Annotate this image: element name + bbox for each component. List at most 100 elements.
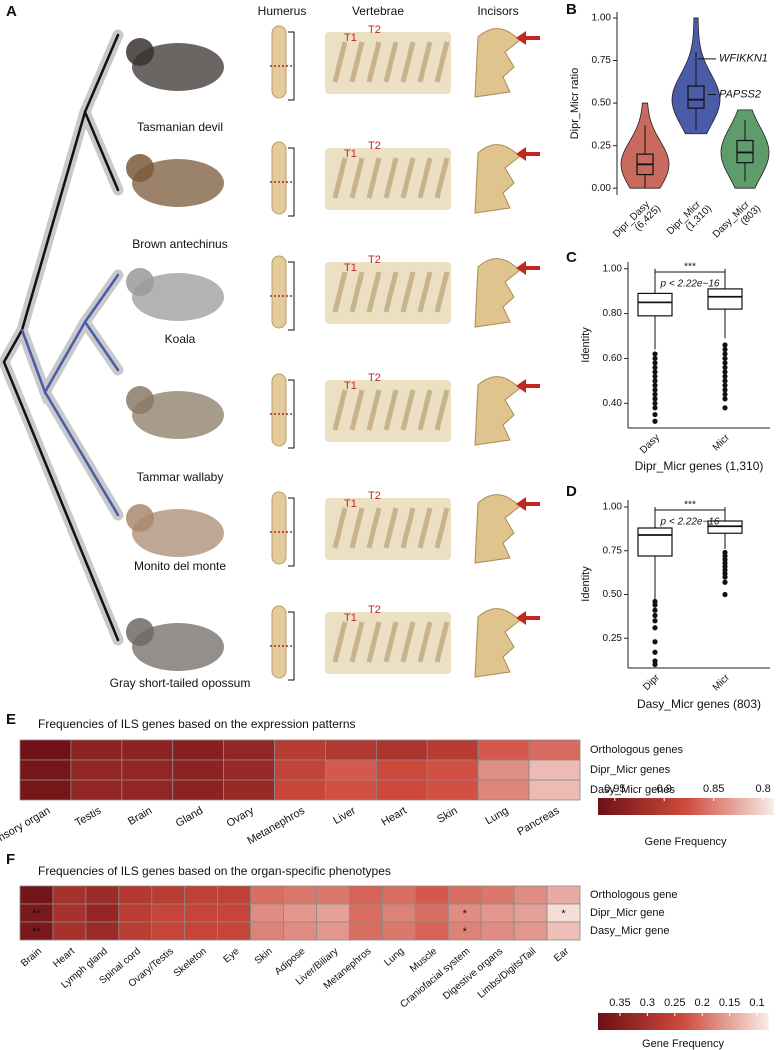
legend-gradient <box>646 1013 650 1030</box>
legend-title: Gene Frequency <box>642 1038 724 1050</box>
heat-cell <box>513 885 548 905</box>
legend-gradient <box>612 1013 616 1030</box>
legend-gradient <box>630 798 634 815</box>
heat-cell <box>274 739 326 761</box>
legend-gradient <box>714 1013 718 1030</box>
legend-gradient <box>719 1013 724 1030</box>
outlier <box>652 661 658 668</box>
outlier <box>652 387 658 393</box>
legend-tick-label: 0.85 <box>703 783 724 795</box>
heat-cell <box>217 921 251 941</box>
legend-gradient <box>732 798 736 815</box>
measure-bracket <box>288 611 295 681</box>
row-label: Orthologous gene <box>590 889 677 901</box>
species-name: Monito del monte <box>134 559 226 573</box>
vertebra-spine <box>383 271 399 313</box>
legend-gradient <box>702 1013 707 1030</box>
heat-cell <box>70 779 123 801</box>
panel-label: A <box>6 3 17 20</box>
vertebra-label: T1 <box>344 148 357 160</box>
incisor <box>474 494 521 564</box>
heat-cell <box>151 921 186 941</box>
y-tick-label: 0.75 <box>603 545 623 556</box>
legend-gradient <box>726 798 730 815</box>
legend-gradient <box>668 1013 673 1030</box>
measure-bracket <box>288 261 295 331</box>
heat-cell <box>381 903 416 923</box>
legend-gradient <box>656 798 660 815</box>
legend-gradient <box>624 798 628 815</box>
outlier <box>652 612 658 619</box>
legend-gradient <box>749 798 754 815</box>
vertebra-spine <box>417 621 433 663</box>
legend-gradient <box>714 798 719 815</box>
column-header: Humerus <box>258 4 307 18</box>
heatmap-title: Frequencies of ILS genes based on the or… <box>38 864 391 878</box>
vertebra-spine <box>349 621 365 663</box>
incisor <box>474 608 521 678</box>
legend-gradient <box>673 798 678 815</box>
animal-illustration <box>132 159 224 207</box>
outlier <box>652 418 658 424</box>
row-label: Dasy_Micr genes <box>590 784 675 796</box>
vertebra-spine <box>366 271 382 313</box>
legend-gradient <box>688 1013 693 1030</box>
vertebra-spine <box>417 41 433 83</box>
legend-gradient <box>711 1013 715 1030</box>
heat-cell <box>121 739 174 761</box>
legend-gradient <box>620 1013 625 1030</box>
y-tick-label: 1.00 <box>603 502 623 513</box>
heat-cell <box>172 779 225 801</box>
vertebra-spine <box>332 507 348 549</box>
heat-cell <box>480 921 515 941</box>
outlier <box>652 382 658 388</box>
heat-cell <box>121 779 174 801</box>
heat-cell <box>316 921 350 941</box>
legend-gradient <box>663 1013 667 1030</box>
legend-gradient <box>598 1013 602 1030</box>
heat-cell <box>316 885 350 905</box>
legend-gradient <box>708 1013 712 1030</box>
legend-gradient <box>745 1013 749 1030</box>
legend-gradient <box>641 798 646 815</box>
legend-gradient <box>734 1013 738 1030</box>
legend-gradient <box>743 798 748 815</box>
legend-gradient <box>662 798 666 815</box>
legend-gradient <box>644 798 649 815</box>
panel-label: F <box>6 851 15 868</box>
heat-cell <box>118 903 153 923</box>
panel-label: D <box>566 483 577 500</box>
legend-gradient <box>651 1013 656 1030</box>
legend-gradient <box>680 1013 684 1030</box>
legend-tick-label: 0.25 <box>664 997 685 1009</box>
heat-cell <box>513 921 548 941</box>
y-tick-label: 0.60 <box>603 353 623 364</box>
heat-cell <box>184 903 219 923</box>
heat-cell <box>274 759 326 781</box>
measure-bracket <box>288 497 295 567</box>
heatmap-title: Frequencies of ILS genes based on the ex… <box>38 717 356 731</box>
vertebra-spine <box>434 389 450 431</box>
outlier <box>652 369 658 375</box>
legend-gradient <box>679 798 684 815</box>
legend-gradient <box>677 1013 681 1030</box>
heat-cell <box>349 921 383 941</box>
legend-gradient <box>725 1013 729 1030</box>
y-tick-label: 0.25 <box>603 633 623 644</box>
heat-cell <box>283 885 317 905</box>
legend-gradient <box>609 1013 613 1030</box>
heat-cell <box>426 779 479 801</box>
legend-gradient <box>654 1013 659 1030</box>
incisor <box>474 258 521 328</box>
arrow <box>516 261 540 275</box>
legend-gradient <box>623 1013 627 1030</box>
legend-title: Gene Frequency <box>645 836 727 848</box>
legend-gradient <box>752 798 757 815</box>
legend-tick-label: 0.95 <box>604 783 625 795</box>
heat-cell <box>217 885 251 905</box>
heat-cell <box>414 921 449 941</box>
x-axis-label: Dasy_Micr genes (803) <box>637 697 761 711</box>
heat-cell <box>477 739 530 761</box>
heat-cell <box>274 779 326 801</box>
heat-cell <box>528 779 581 801</box>
